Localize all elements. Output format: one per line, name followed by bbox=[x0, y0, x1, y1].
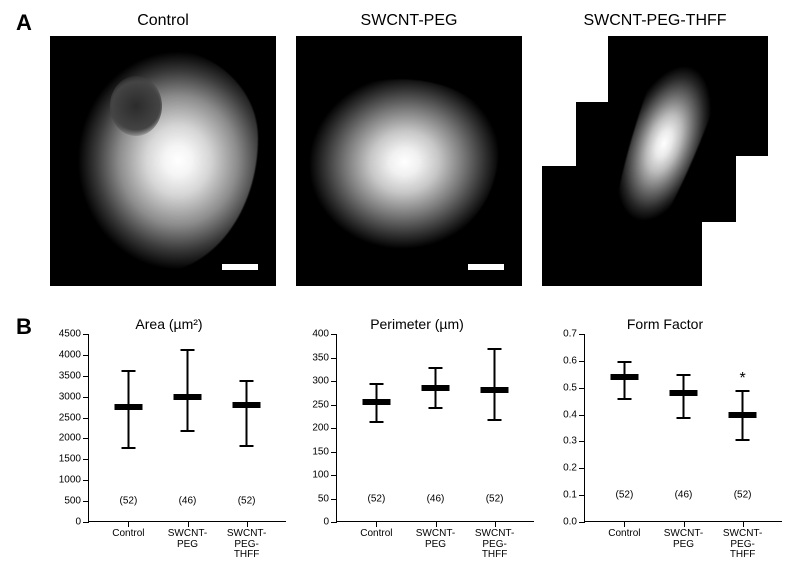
significance-marker: * bbox=[739, 370, 745, 388]
chart-title: Perimeter (µm) bbox=[296, 316, 538, 332]
xtick-label: Control bbox=[346, 521, 406, 540]
ytick-label: 0.6 bbox=[563, 355, 577, 366]
xtick-label: SWCNT-PEG bbox=[158, 521, 218, 550]
micrograph-control bbox=[50, 36, 276, 286]
panel-b: B Area (µm²)0500100015002000250030003500… bbox=[14, 314, 786, 584]
data-point bbox=[246, 334, 247, 521]
ytick-label: 0.4 bbox=[563, 409, 577, 420]
ytick-label: 0.1 bbox=[563, 490, 577, 501]
ytick-label: 200 bbox=[312, 423, 329, 434]
xtick-label: SWCNT-PEG-THFF bbox=[465, 521, 525, 561]
n-label: (46) bbox=[179, 496, 197, 507]
ytick-label: 50 bbox=[318, 493, 329, 504]
chart-title: Form Factor bbox=[544, 316, 786, 332]
ytick-label: 1500 bbox=[59, 454, 81, 465]
n-label: (46) bbox=[675, 490, 693, 501]
panel-a-image-control: Control bbox=[50, 12, 276, 286]
micrograph-swcnt-peg bbox=[296, 36, 522, 286]
xtick-label: SWCNT-PEG-THFF bbox=[713, 521, 773, 561]
xtick-label: Control bbox=[98, 521, 158, 540]
image-title: Control bbox=[137, 12, 189, 30]
ytick-label: 3000 bbox=[59, 391, 81, 402]
ytick-label: 2500 bbox=[59, 412, 81, 423]
ytick-label: 0.3 bbox=[563, 436, 577, 447]
scalebar bbox=[702, 256, 738, 262]
panel-a-label: A bbox=[16, 10, 32, 36]
panel-a: A Control SWCNT-PEG bbox=[14, 8, 786, 308]
ytick-label: 400 bbox=[312, 329, 329, 340]
n-label: (52) bbox=[367, 493, 385, 504]
image-title: SWCNT-PEG bbox=[361, 12, 458, 30]
panel-a-image-swcnt-peg: SWCNT-PEG bbox=[296, 12, 522, 286]
ytick-label: 100 bbox=[312, 470, 329, 481]
chart-title: Area (µm²) bbox=[48, 316, 290, 332]
ytick-label: 3500 bbox=[59, 370, 81, 381]
ytick-label: 250 bbox=[312, 399, 329, 410]
ytick-label: 300 bbox=[312, 376, 329, 387]
chart-1: Perimeter (µm)050100150200250300350400Co… bbox=[296, 316, 538, 584]
xtick-label: SWCNT-PEG bbox=[654, 521, 714, 550]
xtick-label: SWCNT-PEG-THFF bbox=[217, 521, 277, 561]
n-label: (46) bbox=[427, 493, 445, 504]
image-title: SWCNT-PEG-THFF bbox=[583, 12, 726, 30]
ytick-label: 0.5 bbox=[563, 382, 577, 393]
scalebar bbox=[222, 264, 258, 270]
panel-a-images: Control SWCNT-PEG S bbox=[14, 8, 786, 286]
ytick-label: 0.0 bbox=[563, 517, 577, 528]
ytick-label: 150 bbox=[312, 446, 329, 457]
panel-b-label: B bbox=[16, 314, 32, 340]
chart-0: Area (µm²)050010001500200025003000350040… bbox=[48, 316, 290, 584]
n-label: (52) bbox=[486, 493, 504, 504]
micrograph-swcnt-peg-thff bbox=[542, 36, 768, 286]
panel-b-charts: Area (µm²)050010001500200025003000350040… bbox=[14, 314, 786, 584]
ytick-label: 350 bbox=[312, 352, 329, 363]
data-point bbox=[187, 334, 188, 521]
panel-a-image-swcnt-peg-thff: SWCNT-PEG-THFF bbox=[542, 12, 768, 286]
ytick-label: 4500 bbox=[59, 329, 81, 340]
chart-plot: 0.00.10.20.30.40.50.60.7Control(52)SWCNT… bbox=[584, 334, 782, 522]
n-label: (52) bbox=[734, 490, 752, 501]
n-label: (52) bbox=[238, 496, 256, 507]
xtick-label: Control bbox=[594, 521, 654, 540]
ytick-label: 1000 bbox=[59, 475, 81, 486]
ytick-label: 4000 bbox=[59, 349, 81, 360]
ytick-label: 0.7 bbox=[563, 329, 577, 340]
ytick-label: 0 bbox=[323, 517, 329, 528]
chart-2: Form Factor0.00.10.20.30.40.50.60.7Contr… bbox=[544, 316, 786, 584]
n-label: (52) bbox=[119, 496, 137, 507]
ytick-label: 500 bbox=[64, 496, 81, 507]
data-point bbox=[128, 334, 129, 521]
n-label: (52) bbox=[615, 490, 633, 501]
ytick-label: 2000 bbox=[59, 433, 81, 444]
chart-plot: 050010001500200025003000350040004500Cont… bbox=[88, 334, 286, 522]
ytick-label: 0.2 bbox=[563, 463, 577, 474]
ytick-label: 0 bbox=[75, 517, 81, 528]
scalebar bbox=[468, 264, 504, 270]
xtick-label: SWCNT-PEG bbox=[406, 521, 466, 550]
chart-plot: 050100150200250300350400Control(52)SWCNT… bbox=[336, 334, 534, 522]
